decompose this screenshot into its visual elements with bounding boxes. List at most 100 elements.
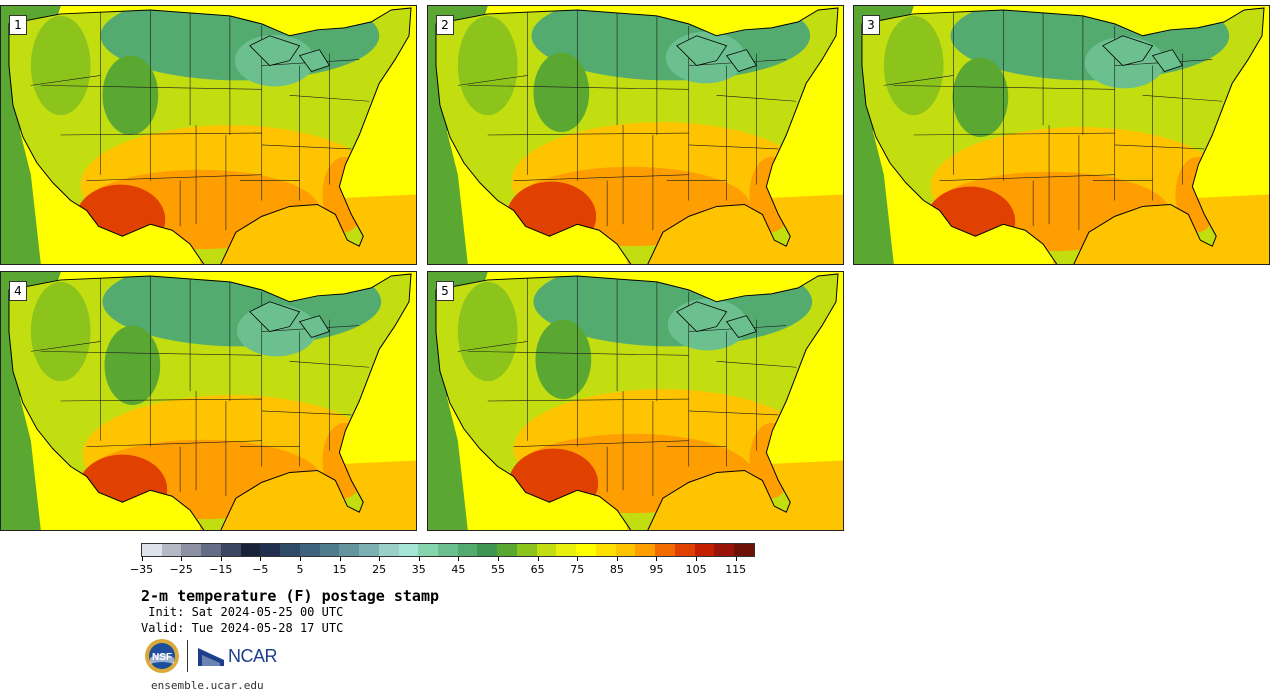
colorbar-swatch [576,544,596,556]
postage-stamp-map-2: 2 [427,5,844,265]
rocky-mountains-region [533,52,590,133]
colorbar-swatch [734,544,754,556]
colorbar-tick [696,557,698,561]
colorbar-tick-label: 105 [685,563,707,576]
colorbar-swatch [181,544,202,556]
colorbar-swatch [201,544,221,556]
colorbar-swatch [438,544,458,556]
colorbar-swatch [536,544,557,556]
colorbar-tick [498,557,500,561]
great-lakes [249,301,331,338]
colorbar-tick [735,557,737,561]
colorbar-swatch [694,544,715,556]
colorbar-swatch [161,544,182,556]
colorbar-swatch [516,544,537,556]
colorbar-swatch [378,544,399,556]
colorbar-tick-label: 75 [570,563,585,576]
colorbar-tick [260,557,262,561]
colorbar-swatch [457,544,478,556]
colorbar-swatch [615,544,636,556]
colorbar-swatch [220,544,241,556]
colorbar-ticks: −35 −25 −15 −5 5 15 25 35 45 55 65 75 85 95 105 115 [130,557,755,577]
colorbar-tick-label: 25 [372,563,387,576]
coastline [861,7,1265,264]
state-boundaries [457,275,797,497]
rocky-mountains-region [535,319,592,400]
colorbar-tick-label: 35 [411,563,426,576]
coastline [8,273,412,530]
colorbar-swatch [477,544,498,556]
init-time: Init: Sat 2024-05-25 00 UTC [141,605,344,619]
state-boundaries [457,9,797,231]
northwest-region [457,15,518,116]
colorbar-tick [458,557,460,561]
colorbar-swatch [655,544,675,556]
rocky-mountains-region [102,55,159,135]
colorbar-swatch [595,544,616,556]
postage-stamp-map-5: 5 [427,271,844,531]
temperature-map [1,6,416,264]
colorbar-tick [379,557,381,561]
coastline [435,273,839,530]
colorbar-swatch [280,544,300,556]
colorbar-swatch [714,544,735,556]
logo-group: NSF NCAR [144,638,278,674]
colorbar-tick-label: 5 [296,563,304,576]
colorbar-swatch [142,544,162,556]
great-lakes [249,35,331,72]
great-lakes [676,301,758,338]
coastline [8,7,412,264]
northwest-region [30,281,91,382]
postage-stamp-map-4: 4 [0,271,417,531]
rocky-mountains-region [952,57,1009,137]
colorbar-tick [537,557,539,561]
temperature-colorbar [141,543,755,557]
colorbar-swatch [674,544,695,556]
colorbar-tick [299,557,301,561]
colorbar-tick [656,557,658,561]
colorbar-tick [577,557,579,561]
colorbar-swatch [240,544,261,556]
colorbar-tick [141,557,143,561]
colorbar-tick [339,557,341,561]
nsf-logo: NSF [145,639,179,673]
colorbar-swatch [299,544,320,556]
temperature-map [428,272,843,530]
colorbar-swatch [635,544,656,556]
product-title: 2-m temperature (F) postage stamp [141,587,440,605]
site-url: ensemble.ucar.edu [151,679,264,692]
member-label: 3 [862,15,880,35]
member-label: 4 [9,281,27,301]
temperature-map [1,272,416,530]
nsf-logo-text: NSF [152,652,172,663]
colorbar-tick-label: −15 [209,563,233,576]
ncar-logo: NCAR [198,644,278,668]
colorbar-tick-label: −25 [169,563,193,576]
colorbar-tick [220,557,222,561]
rocky-mountains-region [104,325,161,405]
great-lakes [1102,35,1184,72]
temperature-map [428,6,843,264]
colorbar-swatch [359,544,379,556]
colorbar-tick-label: 85 [609,563,624,576]
valid-time: Valid: Tue 2024-05-28 17 UTC [141,621,344,635]
colorbar-tick-label: 45 [451,563,466,576]
colorbar-tick-label: −5 [252,563,269,576]
colorbar-tick-label: 115 [725,563,747,576]
postage-stamp-map-1: 1 [0,5,417,265]
colorbar-swatch [260,544,281,556]
ncar-logo-text: NCAR [228,645,278,666]
colorbar-swatch [556,544,577,556]
colorbar-tick [418,557,420,561]
member-label: 1 [9,15,27,35]
ncar-mark-icon [198,648,224,666]
colorbar-swatch [339,544,360,556]
colorbar-swatch [497,544,517,556]
great-lakes [676,35,758,72]
colorbar-tick-label: 15 [332,563,347,576]
colorbar-tick [616,557,618,561]
northwest-region [30,15,91,116]
colorbar-tick-label: 95 [649,563,664,576]
temperature-map [854,6,1269,264]
member-label: 5 [436,281,454,301]
